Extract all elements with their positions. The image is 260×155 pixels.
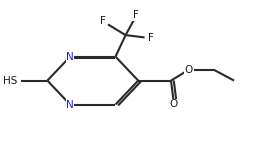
Text: HS: HS xyxy=(3,76,17,86)
Text: O: O xyxy=(185,65,193,75)
Text: F: F xyxy=(148,33,154,43)
Text: O: O xyxy=(170,99,178,109)
Text: N: N xyxy=(66,100,74,110)
Text: F: F xyxy=(100,16,106,26)
Text: N: N xyxy=(66,52,74,62)
Text: F: F xyxy=(133,10,139,20)
